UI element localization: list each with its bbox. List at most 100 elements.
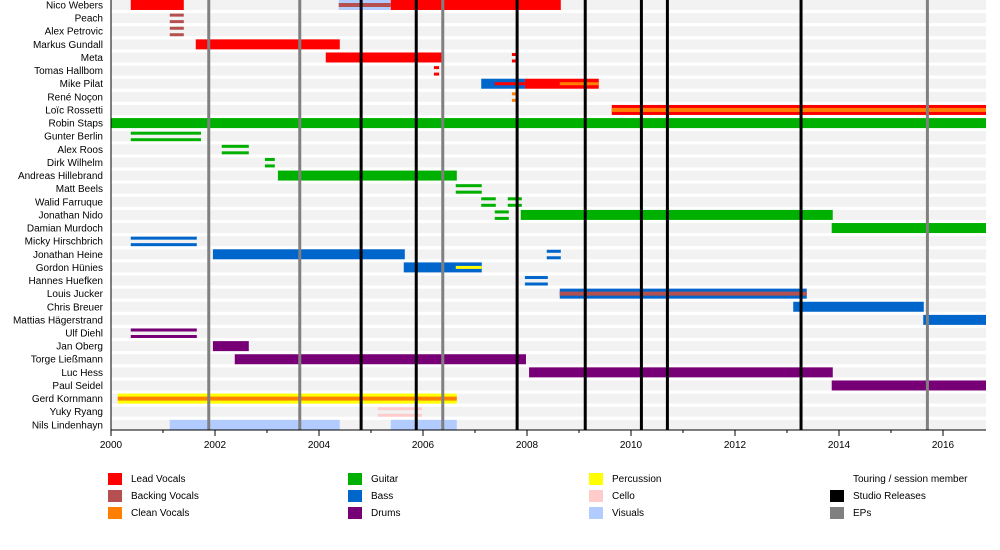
member-name: Robin Staps — [49, 119, 103, 130]
studio-release-line — [665, 0, 669, 430]
x-tick-label: 2006 — [412, 440, 435, 451]
x-tick-label: 2004 — [308, 440, 331, 451]
member-name: Markus Gundall — [33, 40, 103, 51]
legend-swatch — [108, 490, 122, 502]
role-stripe-percussion — [455, 265, 482, 269]
legend-label: EPs — [853, 507, 872, 519]
member-name: Luc Hess — [61, 368, 103, 379]
member-name: Walid Farruque — [35, 197, 103, 208]
legend-cello: Cello — [589, 489, 635, 503]
role-stripe-clean — [117, 396, 457, 401]
studio-release-line — [799, 0, 803, 430]
row-band — [111, 104, 986, 115]
touring-bar-cello — [377, 413, 422, 417]
touring-bar-guitar — [264, 157, 275, 161]
legend-swatch — [348, 473, 362, 485]
member-name: Mike Pilat — [60, 79, 104, 90]
member-name: René Noçon — [47, 92, 103, 103]
member-name: Gordon Hünies — [36, 263, 103, 274]
member-name: Loïc Rossetti — [45, 105, 103, 116]
member-name: Alex Roos — [57, 145, 103, 156]
legend-lead-vocals: Lead Vocals — [108, 472, 186, 486]
x-tick-label: 2010 — [620, 440, 643, 451]
member-bar-drums — [212, 341, 249, 352]
row-band — [111, 249, 986, 260]
touring-bar-guitar — [264, 164, 275, 168]
row-band — [111, 52, 986, 63]
row-band — [111, 13, 986, 24]
ep-release-line — [298, 0, 302, 430]
legend-bass: Bass — [348, 489, 393, 503]
x-tick-label: 2000 — [100, 440, 123, 451]
member-name: Alex Petrovic — [45, 27, 103, 38]
member-name: Ulf Diehl — [65, 329, 103, 340]
member-name: Jonathan Heine — [33, 250, 103, 261]
member-bar-drums — [831, 380, 986, 391]
touring-bar-guitar — [130, 131, 201, 135]
touring-bar-bass — [524, 276, 548, 280]
touring-bar-bass — [524, 282, 548, 286]
member-name: Andreas Hillebrand — [18, 171, 103, 182]
legend-visuals: Visuals — [589, 506, 644, 520]
touring-bar-bass — [130, 243, 197, 247]
touring-bar-guitar — [494, 216, 509, 220]
studio-release-line — [359, 0, 363, 430]
row-band — [111, 157, 986, 168]
touring-bar-guitar — [481, 203, 496, 207]
member-name: Jonathan Nido — [39, 210, 104, 221]
legend-percussion: Percussion — [589, 472, 661, 486]
row-band — [111, 183, 986, 194]
row-band — [111, 196, 986, 207]
member-name: Mattias Hägerstrand — [13, 315, 103, 326]
touring-bar-guitar — [221, 151, 249, 155]
legend-swatch — [830, 490, 844, 502]
touring-bar-backing — [169, 26, 184, 30]
legend-label: Bass — [371, 490, 394, 502]
touring-bar-guitar — [455, 190, 482, 194]
row-band — [111, 236, 986, 247]
touring-bar-clean — [511, 92, 519, 96]
member-bar-visuals — [169, 419, 340, 430]
touring-bar-bass — [546, 249, 561, 253]
studio-release-line — [639, 0, 643, 430]
row-band — [111, 262, 986, 273]
member-name: Peach — [75, 14, 103, 25]
touring-bar-guitar — [130, 138, 201, 142]
member-bar-lead — [195, 39, 340, 50]
member-bar-bass — [793, 301, 924, 312]
touring-bar-lead — [433, 66, 440, 70]
member-name: Yuky Ryang — [50, 407, 103, 418]
legend-eps: EPs — [830, 506, 871, 520]
member-bar-lead — [130, 0, 184, 10]
legend-swatch — [589, 507, 603, 519]
row-band — [111, 275, 986, 286]
row-band — [111, 314, 986, 325]
legend-backing-vocals: Backing Vocals — [108, 489, 199, 503]
legend-label: Lead Vocals — [131, 473, 186, 485]
touring-bar-lead — [433, 72, 440, 76]
x-tick-label: 2012 — [724, 440, 747, 451]
row-band — [111, 406, 986, 417]
touring-bar-drums — [130, 328, 197, 332]
touring-bar-lead — [511, 59, 519, 63]
row-band — [111, 65, 986, 76]
legend-swatch — [108, 507, 122, 519]
touring-bar-lead — [511, 52, 519, 56]
legend-label: Backing Vocals — [131, 490, 199, 502]
member-bar-drums — [529, 367, 833, 378]
role-stripe-backing — [338, 3, 391, 7]
touring-bar-backing — [169, 33, 184, 37]
ep-release-line — [441, 0, 445, 430]
legend-label: Percussion — [612, 473, 662, 485]
row-band — [111, 170, 986, 181]
row-band — [111, 26, 986, 37]
legend: Lead Vocals Backing Vocals Clean Vocals … — [0, 472, 1000, 532]
studio-release-line — [515, 0, 519, 430]
legend-swatch — [830, 507, 844, 519]
role-stripe-clean — [559, 82, 599, 86]
touring-bar-clean — [511, 98, 519, 102]
row-band — [111, 131, 986, 142]
x-tick-label: 2016 — [932, 440, 955, 451]
member-name: Gunter Berlin — [44, 132, 103, 143]
legend-drums: Drums — [348, 506, 400, 520]
